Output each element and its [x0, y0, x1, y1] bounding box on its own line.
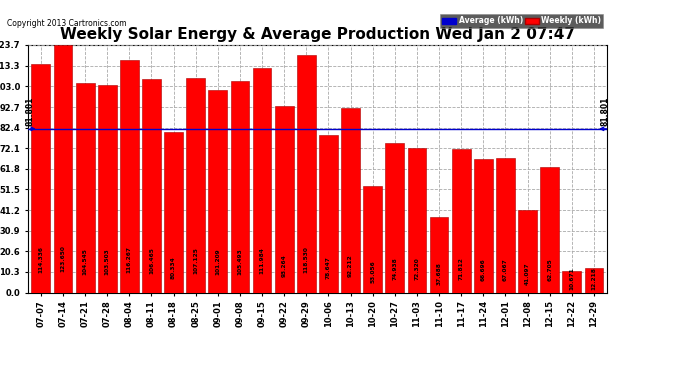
Text: 67.067: 67.067: [503, 258, 508, 281]
Bar: [208, 90, 227, 292]
Text: 10.671: 10.671: [569, 267, 574, 290]
Text: 104.545: 104.545: [83, 248, 88, 275]
Bar: [120, 60, 139, 292]
Bar: [518, 210, 537, 292]
Bar: [98, 86, 117, 292]
Bar: [275, 106, 294, 292]
Bar: [364, 186, 382, 292]
Text: 37.688: 37.688: [437, 262, 442, 285]
Bar: [540, 167, 559, 292]
Text: 116.267: 116.267: [127, 246, 132, 273]
Text: 71.812: 71.812: [459, 257, 464, 280]
Text: 101.209: 101.209: [215, 249, 220, 275]
Bar: [54, 45, 72, 292]
Bar: [408, 148, 426, 292]
Text: 106.465: 106.465: [149, 248, 154, 274]
Text: 74.938: 74.938: [393, 257, 397, 279]
Text: 114.336: 114.336: [39, 246, 43, 273]
Text: 81.801: 81.801: [26, 97, 34, 126]
Bar: [164, 132, 183, 292]
Bar: [142, 80, 161, 292]
Title: Weekly Solar Energy & Average Production Wed Jan 2 07:47: Weekly Solar Energy & Average Production…: [60, 27, 575, 42]
Bar: [496, 158, 515, 292]
Bar: [386, 142, 404, 292]
Bar: [430, 217, 448, 292]
Text: Copyright 2013 Cartronics.com: Copyright 2013 Cartronics.com: [7, 19, 126, 28]
Text: 111.984: 111.984: [259, 247, 264, 274]
Text: 12.218: 12.218: [591, 267, 596, 290]
Text: 62.705: 62.705: [547, 259, 552, 282]
Text: 103.503: 103.503: [105, 248, 110, 275]
Text: 93.264: 93.264: [282, 254, 287, 277]
Text: 80.334: 80.334: [171, 256, 176, 279]
Legend: Average (kWh), Weekly (kWh): Average (kWh), Weekly (kWh): [440, 14, 603, 28]
Bar: [253, 69, 271, 292]
Bar: [297, 56, 316, 292]
Text: 72.320: 72.320: [415, 257, 420, 280]
Text: 81.801: 81.801: [600, 97, 609, 126]
Text: 41.097: 41.097: [525, 262, 530, 285]
Bar: [319, 135, 338, 292]
Bar: [32, 64, 50, 292]
Text: 123.650: 123.650: [61, 245, 66, 272]
Bar: [562, 271, 581, 292]
Bar: [474, 159, 493, 292]
Text: 92.212: 92.212: [348, 254, 353, 277]
Text: 105.493: 105.493: [237, 248, 242, 274]
Bar: [584, 268, 603, 292]
Bar: [452, 149, 471, 292]
Text: 78.647: 78.647: [326, 256, 331, 279]
Bar: [341, 108, 360, 292]
Text: 107.125: 107.125: [193, 248, 198, 274]
Bar: [186, 78, 205, 292]
Text: 53.056: 53.056: [371, 260, 375, 283]
Bar: [76, 83, 95, 292]
Bar: [230, 81, 249, 292]
Text: 118.530: 118.530: [304, 246, 309, 273]
Text: 66.696: 66.696: [481, 258, 486, 281]
